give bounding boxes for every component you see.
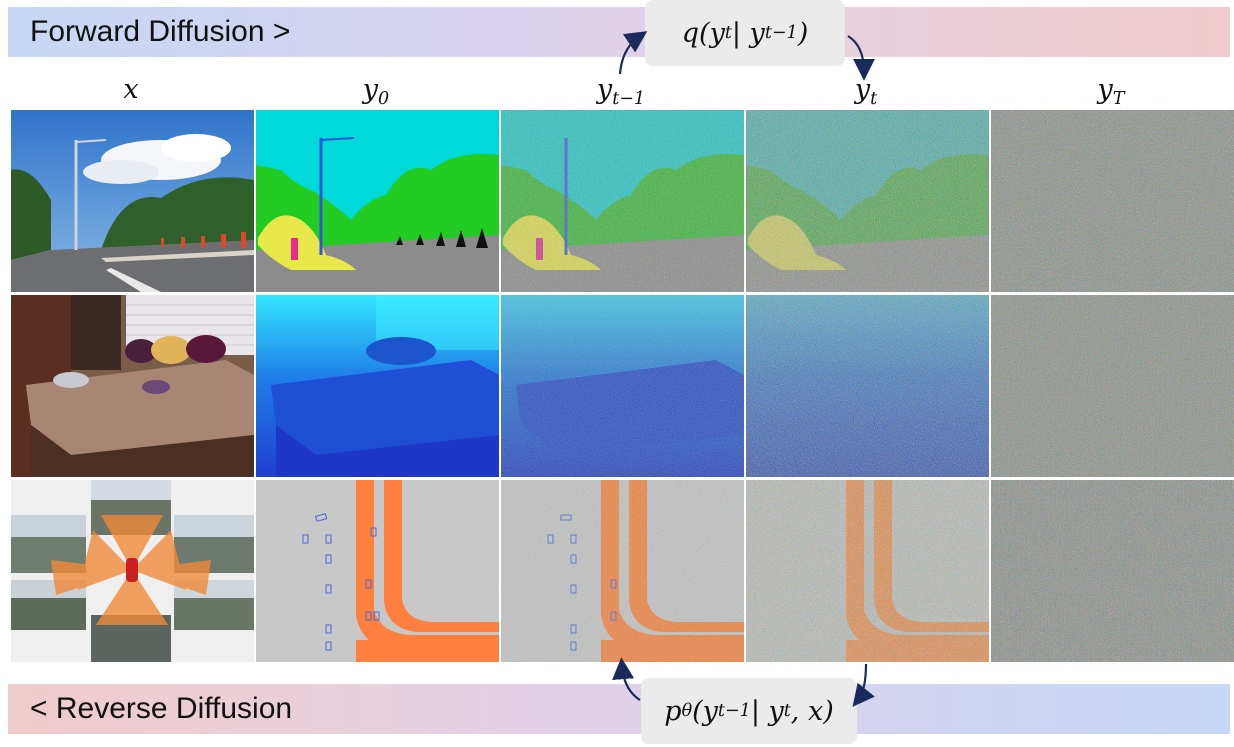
row2-yt-minus-1-noisy-depth (501, 295, 744, 477)
column-label-yt-minus-1: yt−1 (596, 74, 646, 110)
reverse-diffusion-banner: < Reverse Diffusion (8, 684, 1230, 734)
row3-yt-noisier-bev (746, 480, 989, 662)
row1-input-street-photo (11, 110, 254, 292)
reverse-diffusion-label: < Reverse Diffusion (30, 692, 293, 725)
row1-y0-segmentation (256, 110, 499, 292)
formula-p-base: p (664, 695, 682, 727)
column-label-yT: yT (1097, 74, 1125, 110)
column-label-yt: yt (854, 74, 878, 110)
formula-q-base: q(y (681, 17, 725, 49)
row3-yT-pure-noise (991, 480, 1234, 662)
column-label-y0: y0 (362, 74, 390, 110)
row1-yT-pure-noise (991, 110, 1234, 292)
formula-q-mid: | y (731, 17, 765, 49)
formula-p-sub2: t (783, 701, 791, 721)
forward-diffusion-banner: Forward Diffusion > (8, 7, 1230, 57)
column-label-x: x (123, 74, 139, 105)
formula-p-mid: | y (750, 695, 784, 727)
formula-q-sub2: t−1 (764, 23, 798, 43)
forward-diffusion-label: Forward Diffusion > (30, 15, 291, 48)
formula-p-end: , x) (790, 695, 834, 727)
row1-yt-minus-1-noisy-segmentation (501, 110, 744, 292)
formula-p-sub1: t−1 (717, 701, 751, 721)
formula-p-theta: θ (681, 701, 693, 721)
forward-process-formula: q(y t | y t−1) (645, 0, 845, 66)
formula-q-end: ) (797, 17, 809, 49)
row2-yT-pure-noise (991, 295, 1234, 477)
row2-input-bedroom-photo (11, 295, 254, 477)
row3-input-multi-camera-views (11, 480, 254, 662)
row3-yt-minus-1-noisy-bev (501, 480, 744, 662)
row1-yt-noisier-segmentation (746, 110, 989, 292)
row2-y0-depth-map (256, 295, 499, 477)
row2-yt-noisier-depth (746, 295, 989, 477)
formula-p-open: (y (692, 695, 718, 727)
row3-y0-bev-map (256, 480, 499, 662)
formula-q-sub1: t (724, 23, 732, 43)
